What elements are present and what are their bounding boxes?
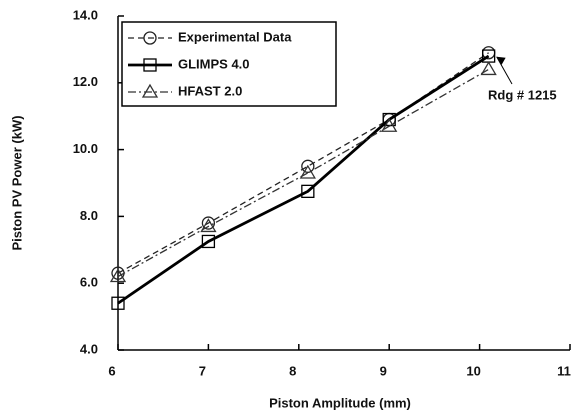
marker xyxy=(301,184,315,199)
marker xyxy=(381,117,398,132)
marker xyxy=(201,216,216,230)
marker xyxy=(143,31,157,45)
series-line xyxy=(117,68,489,278)
marker xyxy=(200,218,217,233)
annotation-arrow xyxy=(496,56,513,85)
y-tick-label: 14.0 xyxy=(73,7,98,22)
x-tick-label: 11 xyxy=(557,363,571,378)
series-line xyxy=(117,54,490,305)
marker xyxy=(143,58,157,72)
annotation: Rdg # 1215 xyxy=(488,87,557,102)
arrow-head xyxy=(496,56,506,65)
y-tick-label: 8.0 xyxy=(80,208,98,223)
x-tick-label: 7 xyxy=(199,363,206,378)
legend-label: HFAST 2.0 xyxy=(178,83,242,98)
x-tick-label: 6 xyxy=(108,363,115,378)
x-tick-label: 8 xyxy=(289,363,296,378)
y-tick-label: 6.0 xyxy=(80,275,98,290)
x-axis-label: Piston Amplitude (mm) xyxy=(269,395,411,410)
marker xyxy=(301,159,315,173)
legend-label: GLIMPS 4.0 xyxy=(178,56,250,71)
marker xyxy=(141,83,159,98)
marker xyxy=(111,296,125,310)
y-axis-label: Piston PV Power (kW) xyxy=(9,115,24,250)
marker xyxy=(201,234,216,249)
marker xyxy=(109,268,127,283)
legend-label: Experimental Data xyxy=(178,29,292,44)
x-tick-label: 9 xyxy=(380,363,387,378)
y-tick-label: 4.0 xyxy=(80,341,98,356)
marker xyxy=(299,164,316,179)
marker xyxy=(480,61,497,76)
y-tick-label: 10.0 xyxy=(73,141,98,156)
x-tick-label: 10 xyxy=(466,363,480,378)
y-tick-label: 12.0 xyxy=(73,74,98,89)
